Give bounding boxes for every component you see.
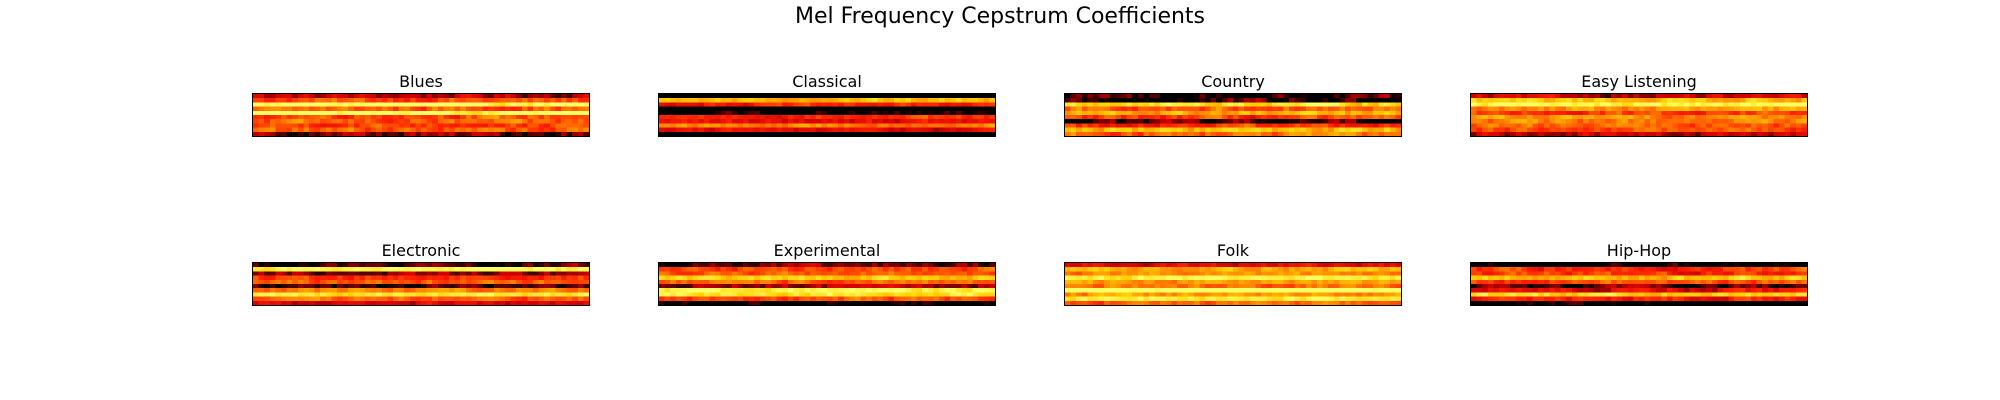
- heatmap-panel-classical: Classical: [658, 71, 996, 137]
- figure-title: Mel Frequency Cepstrum Coefficients: [794, 4, 1206, 29]
- heatmap-image: [1470, 262, 1808, 306]
- panel-title: Easy Listening: [1581, 72, 1697, 91]
- heatmap-image: [658, 93, 996, 137]
- heatmap-image: [252, 93, 590, 137]
- heatmap-image: [1064, 93, 1402, 137]
- heatmap-panel-hip-hop: Hip-Hop: [1470, 240, 1808, 306]
- heatmap-image: [1470, 93, 1808, 137]
- heatmap-panel-blues: Blues: [252, 71, 590, 137]
- heatmap-panel-experimental: Experimental: [658, 240, 996, 306]
- heatmap-image: [1064, 262, 1402, 306]
- heatmap-panel-easy-listening: Easy Listening: [1470, 71, 1808, 137]
- heatmap-panel-folk: Folk: [1064, 240, 1402, 306]
- panel-title: Blues: [399, 72, 443, 91]
- heatmap-image: [252, 262, 590, 306]
- panel-title: Classical: [792, 72, 862, 91]
- heatmap-panel-electronic: Electronic: [252, 240, 590, 306]
- panel-title: Experimental: [773, 241, 881, 260]
- panel-title: Electronic: [381, 241, 461, 260]
- panel-title: Country: [1201, 72, 1265, 91]
- panel-title: Hip-Hop: [1606, 241, 1672, 260]
- panel-title: Folk: [1216, 241, 1250, 260]
- heatmap-image: [658, 262, 996, 306]
- heatmap-panel-country: Country: [1064, 71, 1402, 137]
